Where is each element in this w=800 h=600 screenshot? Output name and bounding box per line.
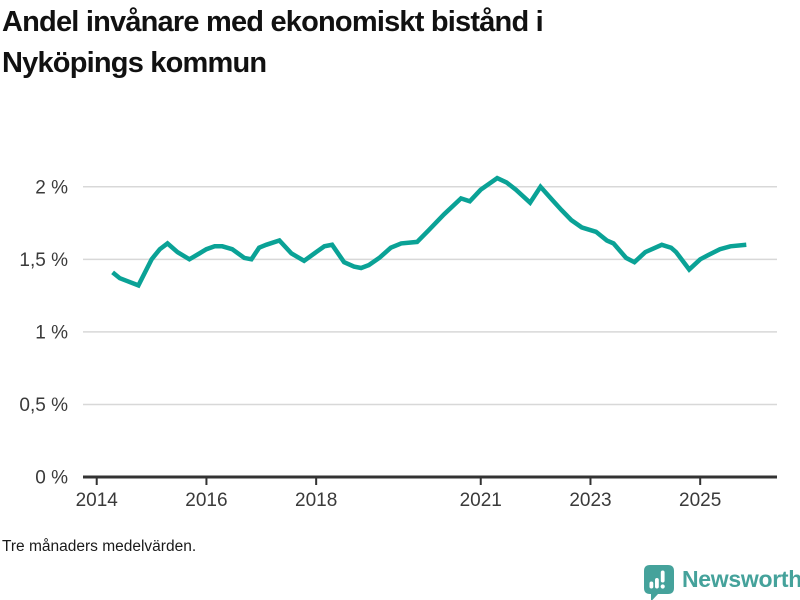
page-title-line-1: Andel invånare med ekonomiskt bistånd i <box>2 6 544 38</box>
x-axis-tick-label: 2025 <box>679 490 721 511</box>
data-series-line <box>111 175 747 289</box>
x-axis-tick-label: 2014 <box>76 490 119 511</box>
chart-footnote: Tre månaders medelvärden. <box>2 538 197 555</box>
y-axis-tick-label: 0 % <box>35 468 68 489</box>
y-axis-tick-label: 1,5 % <box>19 250 68 271</box>
page-title-line-2: Nyköpings kommun <box>2 47 267 79</box>
newsworthy-logo-text: Newsworthy <box>682 566 800 592</box>
y-axis-tick-label: 2 % <box>35 177 68 198</box>
x-axis-tick-label: 2018 <box>295 490 337 511</box>
newsworthy-speech-bubble-chart-icon <box>644 565 674 600</box>
y-axis-tick-label: 1 % <box>35 322 68 343</box>
x-axis-tick-label: 2021 <box>460 490 502 511</box>
y-axis-tick-label: 0,5 % <box>19 395 68 416</box>
x-axis-tick-label: 2023 <box>569 490 611 511</box>
x-axis-tick-label: 2016 <box>185 490 227 511</box>
page-title: Andel invånare med ekonomiskt bistånd i … <box>2 2 782 84</box>
newsworthy-logo[interactable]: Newsworthy <box>644 565 800 600</box>
